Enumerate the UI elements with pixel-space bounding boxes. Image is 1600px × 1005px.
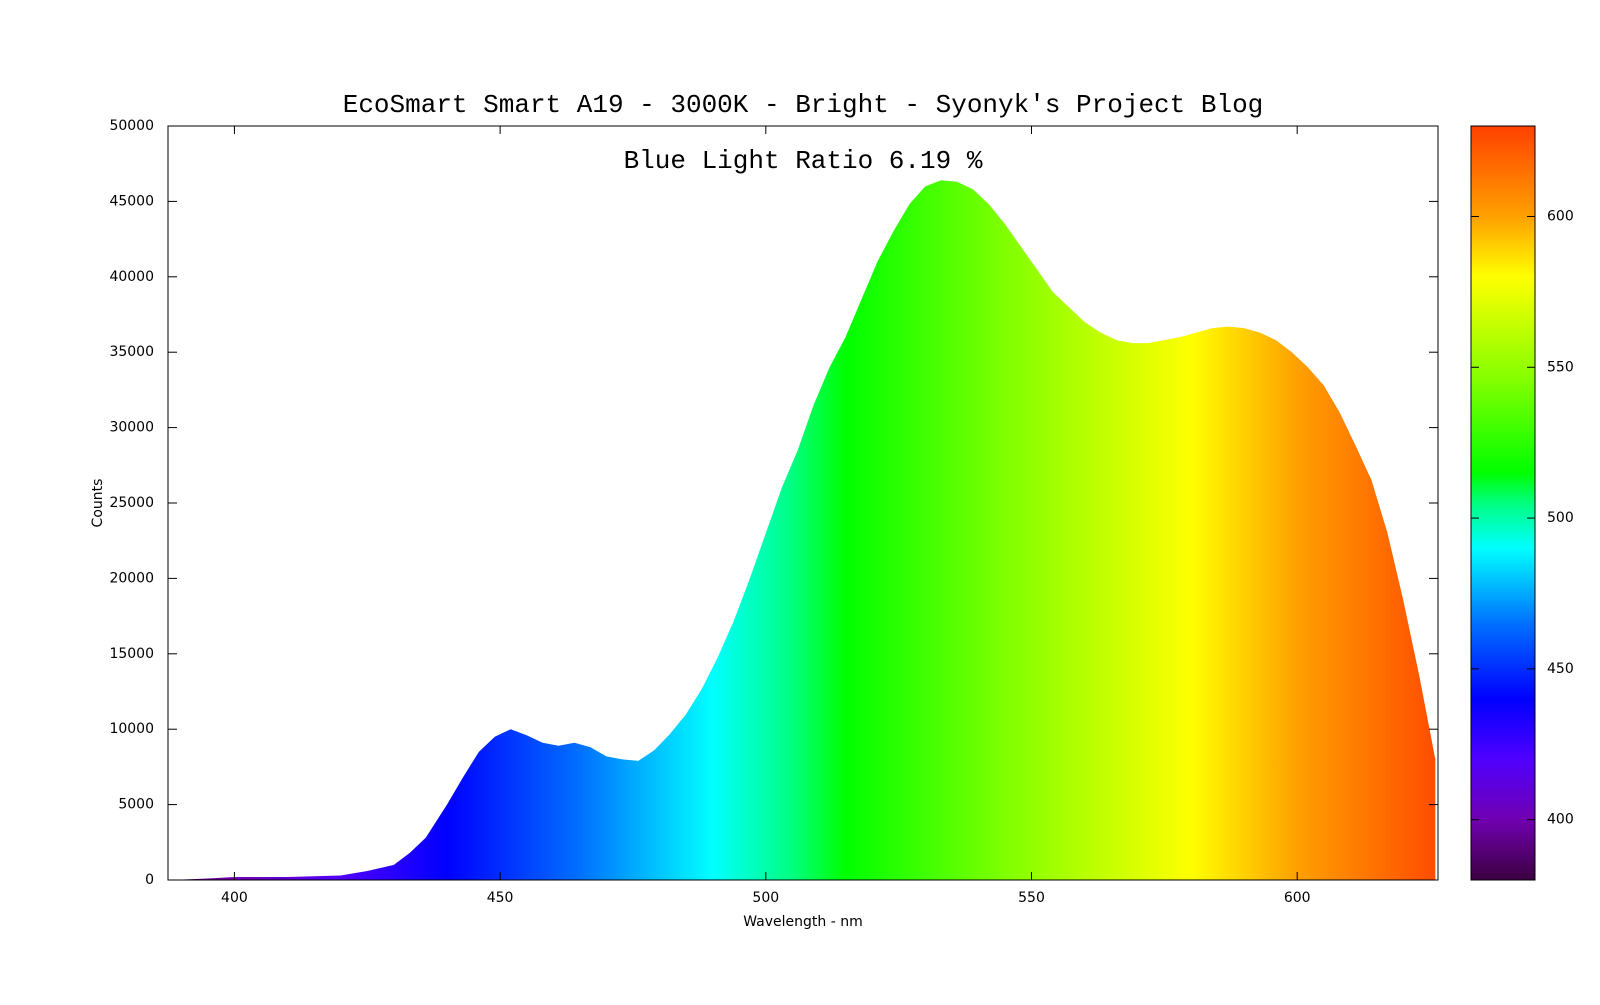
y-tick-label: 25000 xyxy=(109,495,154,511)
chart-title: EcoSmart Smart A19 - 3000K - Bright - Sy… xyxy=(343,90,1264,120)
x-tick-label: 400 xyxy=(221,890,248,906)
y-axis-label: Counts xyxy=(90,479,106,528)
y-tick-label: 10000 xyxy=(109,721,154,737)
x-tick-label: 450 xyxy=(487,890,514,906)
annotation: Blue Light Ratio 6.19 % xyxy=(624,146,983,176)
colorbar-tick-label: 550 xyxy=(1547,359,1574,375)
x-tick-label: 600 xyxy=(1284,890,1311,906)
colorbar-tick-label: 500 xyxy=(1547,510,1574,526)
y-tick-label: 35000 xyxy=(109,344,154,360)
colorbar-tick-label: 600 xyxy=(1547,208,1574,224)
y-tick-label: 5000 xyxy=(118,797,154,813)
spectrum-area xyxy=(170,180,1436,880)
x-tick-label: 550 xyxy=(1018,890,1045,906)
x-axis-label: Wavelength - nm xyxy=(743,914,863,930)
y-tick-label: 15000 xyxy=(109,646,154,662)
colorbar-tick-label: 450 xyxy=(1547,661,1574,677)
y-tick-label: 50000 xyxy=(109,118,154,134)
colorbar xyxy=(1470,125,1536,881)
y-tick-label: 30000 xyxy=(109,420,154,436)
y-tick-label: 20000 xyxy=(109,570,154,586)
y-tick-label: 45000 xyxy=(109,193,154,209)
x-tick-label: 500 xyxy=(752,890,779,906)
y-tick-label: 0 xyxy=(145,872,154,888)
colorbar-tick-label: 400 xyxy=(1547,812,1574,828)
y-tick-label: 40000 xyxy=(109,269,154,285)
